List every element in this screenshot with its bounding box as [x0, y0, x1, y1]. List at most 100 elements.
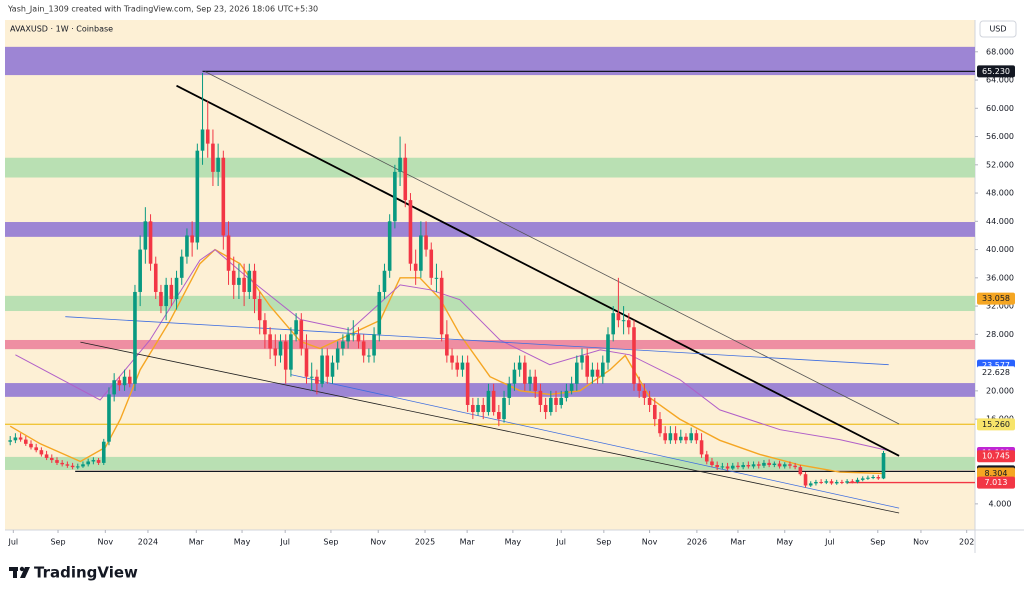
candle-body: [179, 256, 184, 278]
candle-body: [652, 404, 657, 420]
candle-body: [564, 390, 569, 398]
candle-body: [413, 263, 418, 271]
x-tick-label: Jul: [555, 538, 566, 547]
candle-body: [658, 419, 662, 434]
candle-body: [127, 376, 132, 384]
x-tick-label: 2025: [415, 538, 435, 547]
zone: [5, 46, 975, 76]
candle-body: [283, 341, 288, 370]
candle-body: [205, 129, 210, 144]
candle-body: [372, 334, 376, 356]
candle-body: [543, 404, 548, 413]
y-tick-label: 4.000: [989, 499, 1012, 508]
candle-body: [465, 362, 470, 405]
brand: TradingView: [34, 564, 138, 582]
price-label-box: [977, 292, 1015, 305]
candle-body: [590, 369, 595, 377]
y-tick-label: 28.000: [986, 330, 1014, 339]
candle-body: [398, 157, 402, 172]
x-tick-label: Jul: [7, 538, 18, 547]
candle-body: [138, 249, 142, 292]
candle-body: [81, 464, 85, 467]
candle-body: [647, 397, 652, 405]
price-label: 65.230: [982, 67, 1010, 76]
candle-body: [455, 362, 460, 370]
candle-body: [325, 355, 330, 377]
line: [80, 341, 900, 514]
candle-body: [226, 235, 231, 271]
line: [15, 248, 890, 452]
candle-body: [819, 481, 823, 483]
candle-body: [725, 466, 730, 469]
candle-body: [361, 341, 366, 356]
candle-body: [798, 467, 803, 475]
candle-body: [569, 383, 574, 391]
candle-body: [481, 404, 486, 413]
candle-body: [756, 464, 761, 466]
candle-body: [621, 320, 626, 322]
candle-body: [762, 462, 766, 466]
y-tick-label: 44.000: [986, 217, 1014, 226]
y-tick-label: 36.000: [986, 273, 1014, 282]
x-tick-label: Sep: [870, 538, 885, 547]
candle-body: [507, 383, 512, 398]
candle-body: [335, 348, 340, 363]
candle-body: [772, 463, 777, 466]
candle-body: [668, 433, 673, 441]
line: [65, 316, 889, 366]
candle-body: [49, 457, 54, 461]
zone: [5, 222, 975, 237]
y-tick-label: 52.000: [986, 160, 1014, 169]
candle-body: [793, 465, 797, 468]
y-tick-label: 20.000: [986, 386, 1014, 395]
price-label: 22.628: [982, 368, 1010, 377]
x-tick-label: Sep: [323, 538, 338, 547]
x-tick-label: May: [505, 538, 522, 547]
candle-body: [221, 157, 226, 236]
candle-body: [148, 221, 153, 264]
candle-body: [611, 313, 615, 335]
x-tick-label: Sep: [596, 538, 611, 547]
candle-body: [13, 437, 18, 441]
candle-body: [8, 440, 12, 442]
x-tick-label: 202: [959, 538, 974, 547]
candle-body: [678, 436, 683, 441]
price-label-box: [977, 476, 1015, 489]
candle-body: [788, 464, 792, 466]
credit: Yash_Jain_1309 created with TradingView.…: [7, 5, 318, 14]
candle-body: [44, 454, 49, 458]
price-label: 7.013: [985, 478, 1008, 487]
candle-body: [486, 390, 491, 413]
candle-body: [341, 341, 345, 349]
x-tick-label: May: [234, 538, 251, 547]
candle-body: [309, 376, 314, 378]
candle-body: [860, 478, 865, 480]
zone: [5, 157, 975, 178]
x-tick-label: Nov: [98, 538, 114, 547]
candle-body: [871, 477, 875, 479]
candle-body: [528, 376, 532, 384]
candle-body: [424, 235, 428, 250]
candle-body: [216, 157, 220, 172]
candle-body: [39, 450, 44, 455]
candle-body: [606, 334, 610, 363]
candle-body: [517, 362, 522, 370]
candle-body: [803, 474, 808, 486]
candle-body: [694, 433, 699, 441]
candle-body: [850, 481, 855, 483]
candle-body: [689, 433, 693, 441]
zone: [5, 295, 975, 312]
price-label: 15.260: [982, 420, 1010, 429]
candle-body: [471, 404, 475, 413]
candle-body: [237, 277, 241, 285]
candle-body: [663, 433, 667, 441]
x-tick-label: Nov: [913, 538, 929, 547]
candle-body: [710, 461, 714, 466]
candle-body: [211, 143, 215, 172]
candle-body: [626, 320, 631, 328]
candle-body: [616, 313, 621, 321]
candle-body: [460, 362, 465, 370]
plot: [5, 46, 975, 514]
candle-body: [855, 479, 860, 482]
